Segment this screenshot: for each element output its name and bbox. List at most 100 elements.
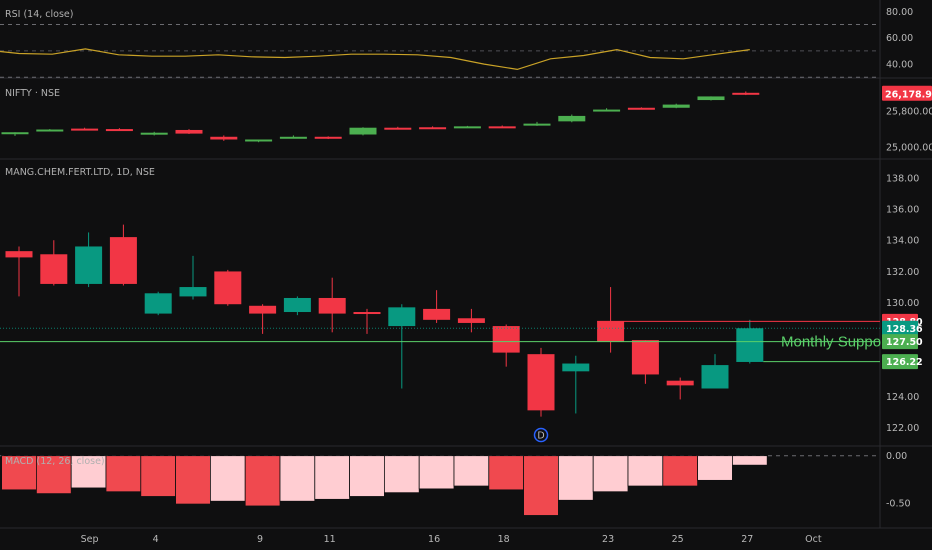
candle (527, 354, 555, 411)
rsi-series-line (0, 48, 750, 71)
price-badge (882, 320, 918, 336)
nifty-candle (105, 129, 133, 132)
macd-histogram-bar (558, 455, 594, 501)
macd-histogram-bar (662, 455, 698, 487)
nifty-candle (558, 115, 586, 122)
x-axis-tick: Sep (81, 534, 99, 545)
dividend-marker-label: D (537, 431, 544, 442)
rsi-tick-label: 60.00 (886, 33, 913, 44)
x-axis-tick: 9 (257, 534, 263, 545)
candle (75, 246, 103, 284)
nifty-candle (1, 132, 29, 135)
nifty-candle (175, 129, 203, 134)
nifty-tick-label: 25,000.00 (886, 143, 932, 154)
nifty-candle (593, 109, 621, 112)
macd-histogram-bar (279, 455, 316, 502)
main-tick-label: 138.00 (886, 173, 919, 184)
x-axis-tick: 18 (498, 534, 510, 545)
candle (179, 287, 207, 297)
candle (562, 363, 590, 372)
nifty-candle (245, 139, 273, 142)
nifty-title: NIFTY · NSE (5, 88, 61, 99)
candle (214, 271, 242, 305)
macd-histogram-bar (349, 455, 385, 497)
candle (109, 237, 137, 284)
nifty-candle (210, 136, 238, 140)
nifty-tick-label-partial: 25,800.00 (886, 106, 932, 117)
candle (736, 328, 764, 362)
price-badge-label: 128.36 (886, 324, 923, 335)
support-annotation: Monthly Support (781, 334, 891, 351)
macd-histogram-bar (732, 455, 768, 466)
main-symbol-title: MANG.CHEM.FERT.LTD, 1D, NSE (5, 167, 155, 178)
x-axis-tick: 23 (602, 534, 614, 545)
nifty-candle (488, 126, 516, 129)
macd-tick-label: -0.50 (886, 499, 911, 510)
candle (249, 305, 277, 314)
macd-histogram-bar (314, 455, 350, 500)
price-badge (882, 334, 918, 350)
candle (40, 254, 68, 284)
macd-histogram-bar (1, 455, 37, 491)
nifty-candle (732, 92, 760, 95)
macd-histogram-bar (592, 455, 629, 493)
main-tick-label: 134.00 (886, 236, 919, 247)
x-axis-tick: 11 (324, 534, 336, 545)
rsi-title: RSI (14, close) (5, 9, 74, 20)
candle (666, 380, 694, 386)
candle (701, 365, 729, 389)
main-tick-label: 136.00 (886, 205, 919, 216)
nifty-candle (453, 126, 481, 129)
candle (5, 251, 33, 258)
macd-histogram-bar (453, 455, 490, 487)
main-tick-label: 132.00 (886, 267, 919, 278)
rsi-tick-label: 80.00 (886, 7, 913, 18)
nifty-last-price-badge (882, 85, 932, 101)
candle (144, 293, 172, 314)
rsi-tick-label: 40.00 (886, 60, 913, 71)
macd-histogram-bar (140, 455, 177, 497)
candle (318, 297, 346, 314)
candle (388, 307, 416, 327)
macd-histogram-bar (209, 455, 246, 502)
price-badge-label: 126.22 (886, 357, 923, 368)
nifty-candle (662, 104, 690, 108)
nifty-candle (36, 129, 64, 132)
price-badge (882, 354, 918, 370)
candle (597, 321, 625, 342)
macd-histogram-bar (627, 455, 664, 487)
price-badge-label: 127.50 (886, 337, 923, 348)
nifty-candle (349, 127, 377, 135)
macd-histogram-bar (70, 455, 107, 489)
nifty-candle (279, 136, 307, 139)
macd-histogram-bar (383, 455, 420, 494)
dividend-marker[interactable] (533, 427, 549, 443)
main-tick-label: 124.00 (886, 392, 919, 403)
x-axis-tick: 4 (153, 534, 159, 545)
nifty-candle (140, 132, 168, 135)
macd-histogram-bar (36, 455, 72, 495)
macd-histogram-bar (105, 455, 142, 493)
x-axis-tick: Oct (805, 534, 822, 545)
candle (631, 340, 659, 375)
x-axis-tick: 16 (428, 534, 440, 545)
nifty-candle (627, 107, 655, 110)
x-axis-tick: 25 (672, 534, 684, 545)
macd-histogram-bar (488, 455, 524, 491)
nifty-candle (384, 127, 412, 130)
nifty-last-price-label: 26,178.95 (885, 89, 932, 100)
nifty-candle (314, 136, 342, 139)
candle (283, 297, 311, 313)
main-tick-label: 122.00 (886, 423, 919, 434)
main-tick-label: 130.00 (886, 298, 919, 309)
macd-histogram-bar (697, 455, 733, 481)
macd-histogram-bar (523, 455, 559, 516)
nifty-candle (697, 96, 725, 101)
nifty-candle (419, 127, 447, 130)
macd-histogram-bar (175, 455, 211, 505)
candle (423, 308, 451, 320)
macd-title: MACD (12, 26, close) (5, 456, 105, 467)
x-axis-tick: 27 (741, 534, 753, 545)
